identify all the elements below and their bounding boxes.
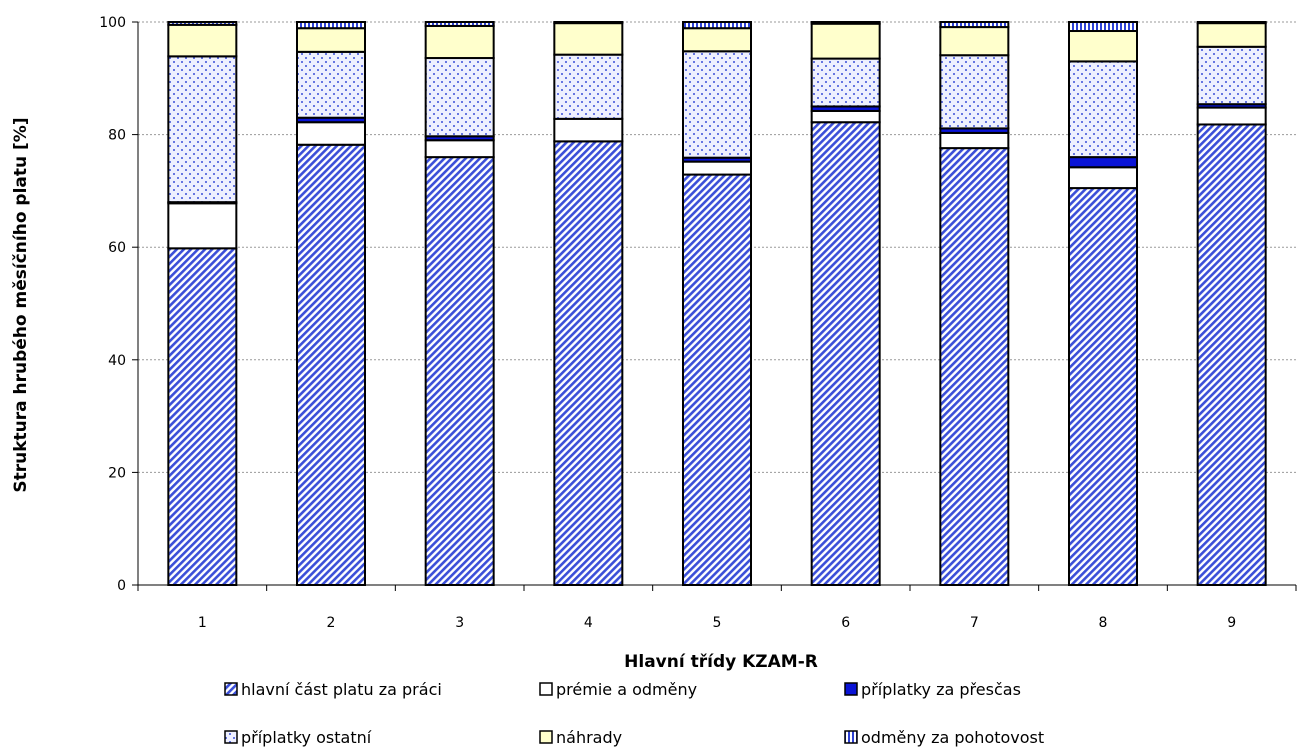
bar-segment-6-1 — [810, 109, 881, 124]
bar-segment-8-4 — [1068, 30, 1138, 63]
bar-segment-3-5 — [424, 21, 495, 27]
bar-segment-8-3 — [1068, 60, 1138, 159]
bars — [167, 21, 1267, 587]
bar-segment-1-1 — [167, 202, 238, 250]
bar-group-5 — [682, 21, 752, 586]
x-tick-label-5: 5 — [713, 615, 722, 631]
legend-label-1: prémie a odměny — [556, 680, 697, 699]
y-tick-label-40: 40 — [108, 353, 126, 369]
bar-segment-4-0 — [553, 140, 624, 587]
axes: 0 20 40 60 80 100 1 2 3 4 5 6 7 8 9 — [99, 15, 1297, 631]
bar-segment-8-5 — [1068, 21, 1138, 33]
x-tick-label-1: 1 — [198, 615, 207, 631]
bar-segment-3-1 — [424, 139, 495, 159]
legend-label-0: hlavní část platu za práci — [241, 680, 442, 699]
bar-segment-7-1 — [939, 131, 1010, 150]
bar-segment-2-1 — [296, 121, 366, 146]
bar-segment-8-1 — [1068, 166, 1138, 190]
legend-swatch-3 — [224, 730, 238, 744]
bar-segment-4-5 — [553, 21, 624, 25]
bar-group-8 — [1068, 21, 1138, 587]
bar-group-9 — [1196, 21, 1267, 586]
legend-label-3: příplatky ostatní — [241, 728, 372, 747]
bar-segment-3-3 — [424, 57, 495, 138]
bar-segment-2-0 — [296, 143, 366, 586]
bar-segment-9-0 — [1196, 123, 1267, 586]
bar-segment-2-3 — [296, 50, 366, 119]
legend-swatch-0 — [224, 682, 238, 696]
bar-segment-1-0 — [167, 247, 238, 587]
bar-segment-1-3 — [167, 55, 238, 204]
bar-segment-8-2 — [1068, 156, 1138, 169]
y-tick-label-80: 80 — [108, 128, 126, 144]
bar-segment-4-3 — [553, 53, 624, 120]
bar-segment-6-4 — [810, 22, 881, 60]
bar-segment-1-5 — [167, 21, 238, 26]
bar-group-1 — [167, 21, 238, 587]
bar-segment-7-5 — [939, 21, 1010, 29]
bar-segment-9-1 — [1196, 106, 1267, 126]
bar-segment-5-0 — [682, 173, 752, 586]
bar-segment-9-3 — [1196, 45, 1267, 106]
legend-swatch-2 — [844, 682, 858, 696]
legend-label-5: odměny za pohotovost — [861, 728, 1044, 747]
bar-group-2 — [296, 21, 366, 586]
bar-group-6 — [810, 21, 881, 587]
bar-group-4 — [553, 21, 624, 587]
bar-segment-5-5 — [682, 21, 752, 30]
bar-segment-2-4 — [296, 27, 366, 53]
bar-segment-4-1 — [553, 117, 624, 143]
bar-segment-6-0 — [810, 121, 881, 587]
x-tick-label-4: 4 — [584, 615, 593, 631]
legend-swatch-1 — [539, 682, 553, 696]
bar-group-3 — [424, 21, 495, 586]
y-tick-label-60: 60 — [108, 240, 126, 256]
bar-segment-9-5 — [1196, 21, 1267, 25]
bar-segment-3-4 — [424, 24, 495, 60]
bar-segment-2-5 — [296, 21, 366, 30]
bar-segment-8-0 — [1068, 187, 1138, 587]
x-tick-label-8: 8 — [1099, 615, 1108, 631]
bar-segment-6-3 — [810, 57, 881, 108]
x-tick-label-9: 9 — [1227, 615, 1236, 631]
legend-label-2: příplatky za přesčas — [861, 680, 1021, 699]
bar-segment-5-1 — [682, 160, 752, 176]
x-tick-label-6: 6 — [841, 615, 850, 631]
x-axis-title: Hlavní třídy KZAM-R — [624, 652, 818, 672]
bar-segment-5-4 — [682, 27, 752, 53]
y-tick-label-100: 100 — [99, 15, 126, 31]
x-tick-label-3: 3 — [455, 615, 464, 631]
y-tick-label-20: 20 — [108, 465, 126, 481]
bar-segment-3-0 — [424, 156, 495, 586]
bar-segment-9-4 — [1196, 22, 1267, 48]
y-axis-title: Struktura hrubého měsíčního platu [%] — [11, 117, 31, 492]
legend-swatch-4 — [539, 730, 553, 744]
legend: hlavní část platu za práci prémie a odměn… — [224, 680, 1044, 747]
bar-segment-6-5 — [810, 21, 881, 25]
bar-segment-7-3 — [939, 54, 1010, 130]
bar-group-7 — [939, 21, 1010, 586]
y-tick-label-0: 0 — [117, 578, 126, 594]
bar-segment-5-3 — [682, 50, 752, 159]
legend-swatch-5 — [844, 730, 858, 744]
x-tick-label-7: 7 — [970, 615, 979, 631]
bar-segment-7-0 — [939, 147, 1010, 586]
bar-segment-4-4 — [553, 22, 624, 56]
bar-segment-1-4 — [167, 23, 238, 58]
legend-label-4: náhrady — [556, 728, 622, 747]
x-tick-label-2: 2 — [327, 615, 336, 631]
bar-segment-7-4 — [939, 26, 1010, 57]
